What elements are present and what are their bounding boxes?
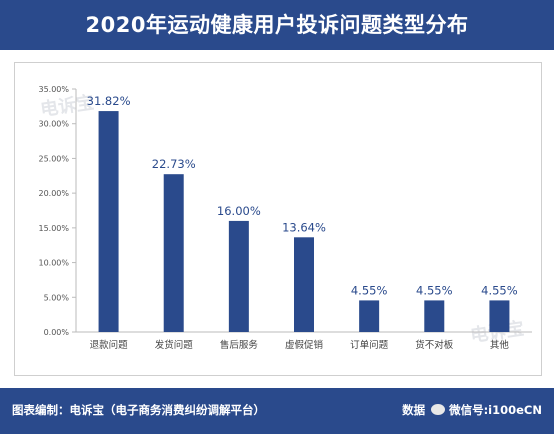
y-tick-label: 10.00%: [38, 259, 69, 268]
data-label: 16.00%: [217, 204, 261, 218]
source-label: 数据: [402, 403, 426, 417]
x-tick-label: 发货问题: [155, 339, 194, 351]
x-tick-label: 货不对板: [415, 339, 454, 351]
bar: [163, 174, 184, 332]
y-tick-label: 5.00%: [44, 293, 70, 302]
y-tick-label: 20.00%: [38, 189, 69, 198]
y-tick-label: 35.00%: [38, 85, 69, 94]
y-tick-label: 30.00%: [38, 120, 69, 129]
footer-banner: 图表编制：电诉宝（电子商务消费纠纷调解平台） 数据 微信号:i100eCN: [0, 388, 554, 434]
bar: [228, 220, 249, 332]
title-banner: 2020年运动健康用户投诉问题类型分布: [0, 0, 554, 50]
x-tick-label: 售后服务: [220, 339, 259, 351]
y-tick-label: 25.00%: [38, 154, 69, 163]
chart-title: 2020年运动健康用户投诉问题类型分布: [85, 13, 469, 37]
data-label: 22.73%: [152, 157, 196, 171]
data-label: 4.55%: [351, 283, 388, 297]
bar: [359, 300, 380, 332]
wechat-id: 微信号:i100eCN: [449, 403, 542, 417]
bar: [98, 111, 119, 333]
bar: [424, 300, 445, 332]
bar: [294, 237, 314, 332]
data-label: 31.82%: [87, 94, 131, 108]
x-tick-label: 退款问题: [90, 339, 129, 351]
data-label: 13.64%: [282, 220, 326, 234]
x-tick-label: 订单问题: [350, 339, 389, 351]
y-tick-label: 15.00%: [38, 224, 69, 233]
x-tick-label: 其他: [490, 339, 510, 351]
chart-credit: 图表编制：电诉宝（电子商务消费纠纷调解平台）: [12, 403, 265, 417]
x-tick-label: 虚假促销: [285, 339, 324, 351]
data-label: 4.55%: [481, 283, 518, 297]
wechat-icon: [431, 404, 446, 415]
y-tick-label: 0.00%: [44, 328, 70, 337]
bar: [489, 300, 510, 332]
data-label: 4.55%: [416, 283, 453, 297]
data-source: 数据 微信号:i100eCN: [402, 402, 542, 418]
